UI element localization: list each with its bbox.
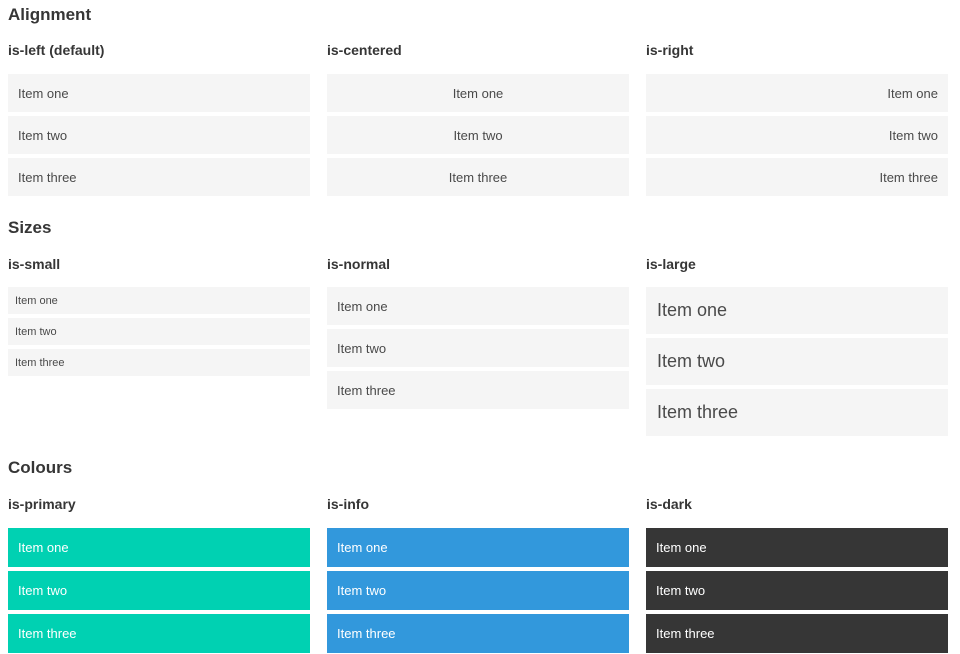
column-heading: is-dark — [646, 495, 692, 512]
list: Item one Item two Item three — [646, 74, 948, 197]
alignment-section: Alignment is-left (default) Item one Ite… — [8, 5, 948, 197]
list-item: Item three — [327, 371, 629, 410]
list-item: Item one — [327, 527, 629, 567]
column-heading: is-large — [646, 255, 696, 272]
list-item: Item one — [8, 287, 310, 315]
list-item: Item three — [8, 158, 310, 197]
list: Item one Item two Item three — [8, 74, 310, 197]
section-title: Colours — [8, 458, 73, 478]
list: Item one Item two Item three — [8, 287, 310, 377]
list-item: Item two — [646, 116, 948, 155]
list-item: Item three — [646, 389, 948, 437]
alignment-columns: is-left (default) Item one Item two Item… — [8, 42, 948, 197]
column-is-right: is-right Item one Item two Item three — [646, 42, 948, 197]
list: Item one Item two Item three — [646, 527, 948, 653]
column-heading: is-info — [327, 495, 369, 512]
list-item: Item two — [646, 338, 948, 386]
column-heading: is-left (default) — [8, 42, 105, 59]
list-item: Item two — [8, 116, 310, 155]
column-heading: is-normal — [327, 255, 391, 272]
list-item: Item one — [646, 74, 948, 113]
column-heading: is-centered — [327, 42, 402, 59]
colours-section: Colours is-primary Item one Item two Ite… — [8, 458, 948, 653]
list-item: Item two — [8, 318, 310, 346]
column-is-normal: is-normal Item one Item two Item three — [327, 256, 629, 410]
list-item: Item two — [8, 570, 310, 610]
list: Item one Item two Item three — [327, 74, 629, 197]
list-item: Item two — [327, 329, 629, 368]
list-item: Item one — [327, 74, 629, 113]
list-item: Item three — [8, 349, 310, 377]
list-item: Item one — [8, 74, 310, 113]
list-item: Item two — [327, 116, 629, 155]
list-item: Item three — [646, 158, 948, 197]
list: Item one Item two Item three — [646, 287, 948, 437]
column-is-info: is-info Item one Item two Item three — [327, 496, 629, 653]
list-item: Item three — [8, 613, 310, 653]
column-is-dark: is-dark Item one Item two Item three — [646, 496, 948, 653]
list-item: Item two — [327, 570, 629, 610]
list: Item one Item two Item three — [327, 527, 629, 653]
column-is-primary: is-primary Item one Item two Item three — [8, 496, 310, 653]
column-is-small: is-small Item one Item two Item three — [8, 256, 310, 377]
column-heading: is-small — [8, 255, 61, 272]
sizes-section: Sizes is-small Item one Item two Item th… — [8, 218, 948, 437]
colours-columns: is-primary Item one Item two Item three … — [8, 496, 948, 653]
list: Item one Item two Item three — [327, 287, 629, 410]
list-item: Item two — [646, 570, 948, 610]
column-is-centered: is-centered Item one Item two Item three — [327, 42, 629, 197]
section-title: Alignment — [8, 5, 92, 24]
list-item: Item one — [646, 287, 948, 335]
list: Item one Item two Item three — [8, 527, 310, 653]
section-title: Sizes — [8, 218, 52, 238]
column-heading: is-right — [646, 42, 694, 59]
column-is-large: is-large Item one Item two Item three — [646, 256, 948, 437]
column-is-left: is-left (default) Item one Item two Item… — [8, 42, 310, 197]
list-item: Item three — [327, 613, 629, 653]
list-item: Item three — [646, 613, 948, 653]
list-item: Item one — [327, 287, 629, 326]
list-item: Item three — [327, 158, 629, 197]
list-item: Item one — [8, 527, 310, 567]
column-heading: is-primary — [8, 495, 76, 512]
sizes-columns: is-small Item one Item two Item three is… — [8, 256, 948, 437]
list-item: Item one — [646, 527, 948, 567]
